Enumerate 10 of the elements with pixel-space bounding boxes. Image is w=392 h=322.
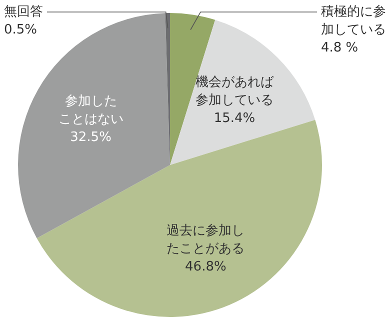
- slice-label: 機会があれば参加している: [195, 74, 274, 108]
- data-label: 32.5%: [70, 130, 112, 146]
- slice-label: 参加したことはない: [58, 94, 124, 128]
- data-label: 15.4%: [214, 110, 256, 126]
- data-label: 4.8 %: [321, 40, 358, 56]
- data-label: 0.5%: [4, 22, 38, 38]
- data-label: 46.8%: [185, 259, 226, 274]
- slice-label: 積極的に参加している: [321, 4, 386, 38]
- slice-label: 過去に参加したことがある: [166, 223, 245, 256]
- slice-label: 無回答: [4, 4, 43, 20]
